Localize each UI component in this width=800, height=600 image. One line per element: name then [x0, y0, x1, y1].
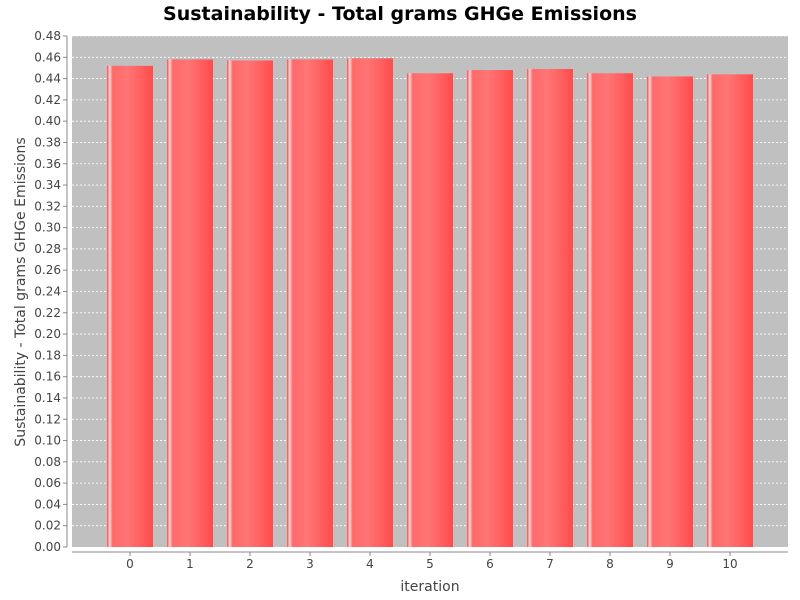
- bar: [167, 59, 213, 547]
- bars: [107, 58, 753, 548]
- x-tick-label: 0: [126, 557, 134, 571]
- y-tick-label: 0.08: [34, 455, 61, 469]
- y-tick-label: 0.20: [34, 327, 61, 341]
- y-tick-label: 0.10: [34, 434, 61, 448]
- y-tick-label: 0.06: [34, 476, 61, 490]
- y-tick-label: 0.12: [34, 412, 61, 426]
- bar: [407, 73, 453, 548]
- bar: [527, 69, 573, 548]
- x-tick-label: 3: [306, 557, 314, 571]
- x-axis: 0 1 2 3 4 5 6 7 8 9 10: [72, 551, 788, 571]
- y-tick-label: 0.24: [34, 285, 61, 299]
- x-tick-label: 6: [486, 557, 494, 571]
- y-tick-label: 0.42: [34, 93, 61, 107]
- chart-title: Sustainability - Total grams GHGe Emissi…: [163, 3, 637, 25]
- y-tick-label: 0.40: [34, 114, 61, 128]
- y-tick-label: 0.28: [34, 242, 61, 256]
- bar: [287, 59, 333, 547]
- y-tick-label: 0.46: [34, 50, 61, 64]
- x-tick-label: 1: [186, 557, 194, 571]
- x-tick-label: 5: [426, 557, 434, 571]
- x-tick-label: 4: [366, 557, 374, 571]
- y-tick-label: 0.26: [34, 263, 61, 277]
- y-tick-label: 0.38: [34, 135, 61, 149]
- y-tick-label: 0.00: [34, 540, 61, 554]
- y-tick-label: 0.32: [34, 199, 61, 213]
- x-tick-label: 7: [546, 557, 554, 571]
- bar: [347, 58, 393, 547]
- y-tick-label: 0.36: [34, 157, 61, 171]
- x-tick-label: 9: [666, 557, 674, 571]
- y-tick-label: 0.22: [34, 306, 61, 320]
- x-axis-label: iteration: [400, 579, 459, 595]
- bar: [107, 65, 153, 547]
- bar: [467, 70, 513, 548]
- y-axis: 0.00 0.02 0.04 0.06 0.08 0.10 0.12 0.14 0.16 0.18…: [34, 29, 68, 554]
- y-tick-label: 0.14: [34, 391, 61, 405]
- x-tick-label: 10: [722, 557, 737, 571]
- bar: [647, 76, 693, 548]
- y-tick-label: 0.04: [34, 497, 61, 511]
- bar: [587, 73, 633, 548]
- x-tick-label: 8: [606, 557, 614, 571]
- bar: [707, 74, 753, 547]
- y-tick-label: 0.34: [34, 178, 61, 192]
- y-tick-label: 0.18: [34, 348, 61, 362]
- y-axis-label: Sustainability - Total grams GHGe Emissi…: [13, 137, 29, 446]
- bar: [227, 60, 273, 548]
- y-tick-label: 0.48: [34, 29, 61, 43]
- y-tick-label: 0.44: [34, 72, 61, 86]
- y-tick-label: 0.30: [34, 221, 61, 235]
- y-tick-label: 0.02: [34, 519, 61, 533]
- y-tick-label: 0.16: [34, 370, 61, 384]
- x-tick-label: 2: [246, 557, 254, 571]
